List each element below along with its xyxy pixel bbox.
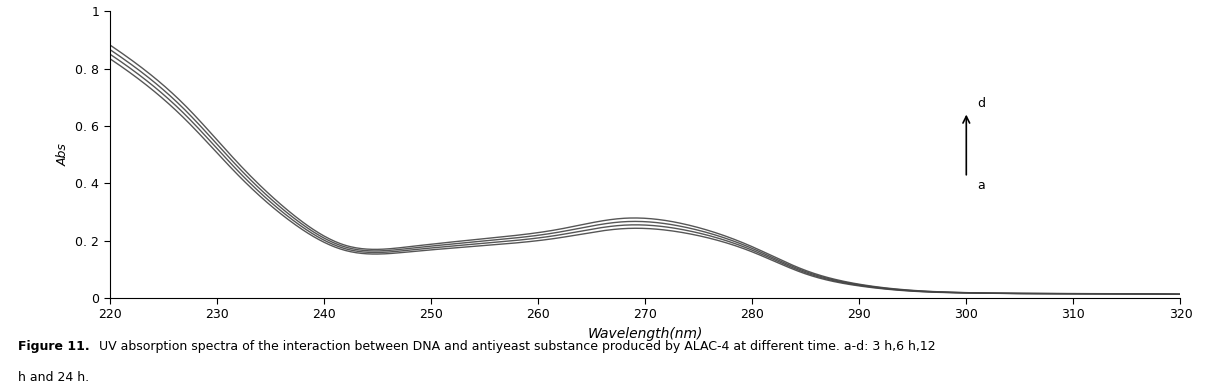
- Text: Figure 11.: Figure 11.: [18, 340, 90, 353]
- Text: UV absorption spectra of the interaction between DNA and antiyeast substance pro: UV absorption spectra of the interaction…: [95, 340, 936, 353]
- X-axis label: Wavelength(nm): Wavelength(nm): [588, 327, 702, 341]
- Y-axis label: Abs: Abs: [56, 143, 69, 166]
- Text: a: a: [977, 179, 985, 192]
- Text: d: d: [977, 97, 985, 110]
- Text: h and 24 h.: h and 24 h.: [18, 371, 89, 382]
